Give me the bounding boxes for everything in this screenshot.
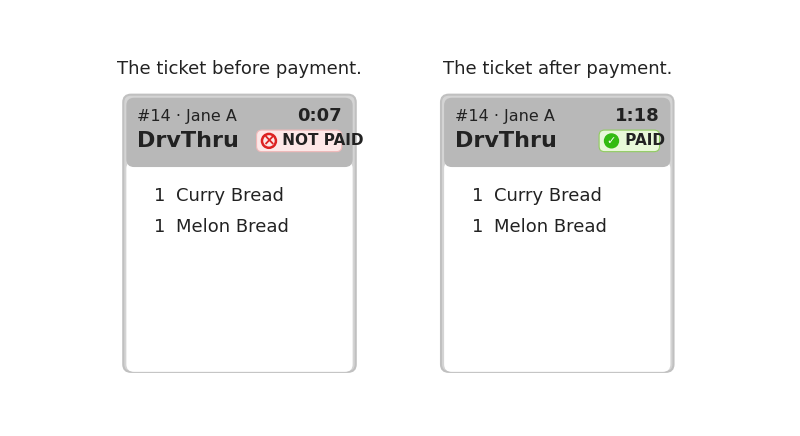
FancyBboxPatch shape bbox=[126, 161, 353, 372]
Text: The ticket after payment.: The ticket after payment. bbox=[442, 60, 672, 78]
Text: NOT PAID: NOT PAID bbox=[278, 133, 364, 148]
Circle shape bbox=[605, 134, 618, 148]
Text: DrvThru: DrvThru bbox=[455, 131, 557, 151]
Text: DrvThru: DrvThru bbox=[138, 131, 239, 151]
FancyBboxPatch shape bbox=[126, 98, 353, 167]
Text: 1: 1 bbox=[472, 218, 483, 236]
Text: Melon Bread: Melon Bread bbox=[176, 218, 289, 236]
Text: 1: 1 bbox=[154, 218, 166, 236]
Text: 1: 1 bbox=[472, 187, 483, 205]
FancyBboxPatch shape bbox=[257, 130, 342, 152]
FancyBboxPatch shape bbox=[599, 130, 659, 152]
FancyBboxPatch shape bbox=[123, 95, 356, 372]
Text: #14 · Jane A: #14 · Jane A bbox=[138, 109, 237, 124]
Text: Curry Bread: Curry Bread bbox=[494, 187, 602, 205]
Text: Curry Bread: Curry Bread bbox=[176, 187, 284, 205]
Text: PAID: PAID bbox=[620, 133, 665, 148]
Text: #14 · Jane A: #14 · Jane A bbox=[455, 109, 555, 124]
Text: 1: 1 bbox=[154, 187, 166, 205]
FancyBboxPatch shape bbox=[441, 95, 674, 372]
Text: 0:07: 0:07 bbox=[297, 107, 342, 125]
FancyBboxPatch shape bbox=[444, 161, 670, 372]
Text: ✓: ✓ bbox=[607, 136, 616, 146]
Text: 1:18: 1:18 bbox=[615, 107, 659, 125]
Text: Melon Bread: Melon Bread bbox=[494, 218, 606, 236]
Text: ×: × bbox=[262, 133, 275, 148]
Text: The ticket before payment.: The ticket before payment. bbox=[117, 60, 362, 78]
FancyBboxPatch shape bbox=[444, 98, 670, 167]
